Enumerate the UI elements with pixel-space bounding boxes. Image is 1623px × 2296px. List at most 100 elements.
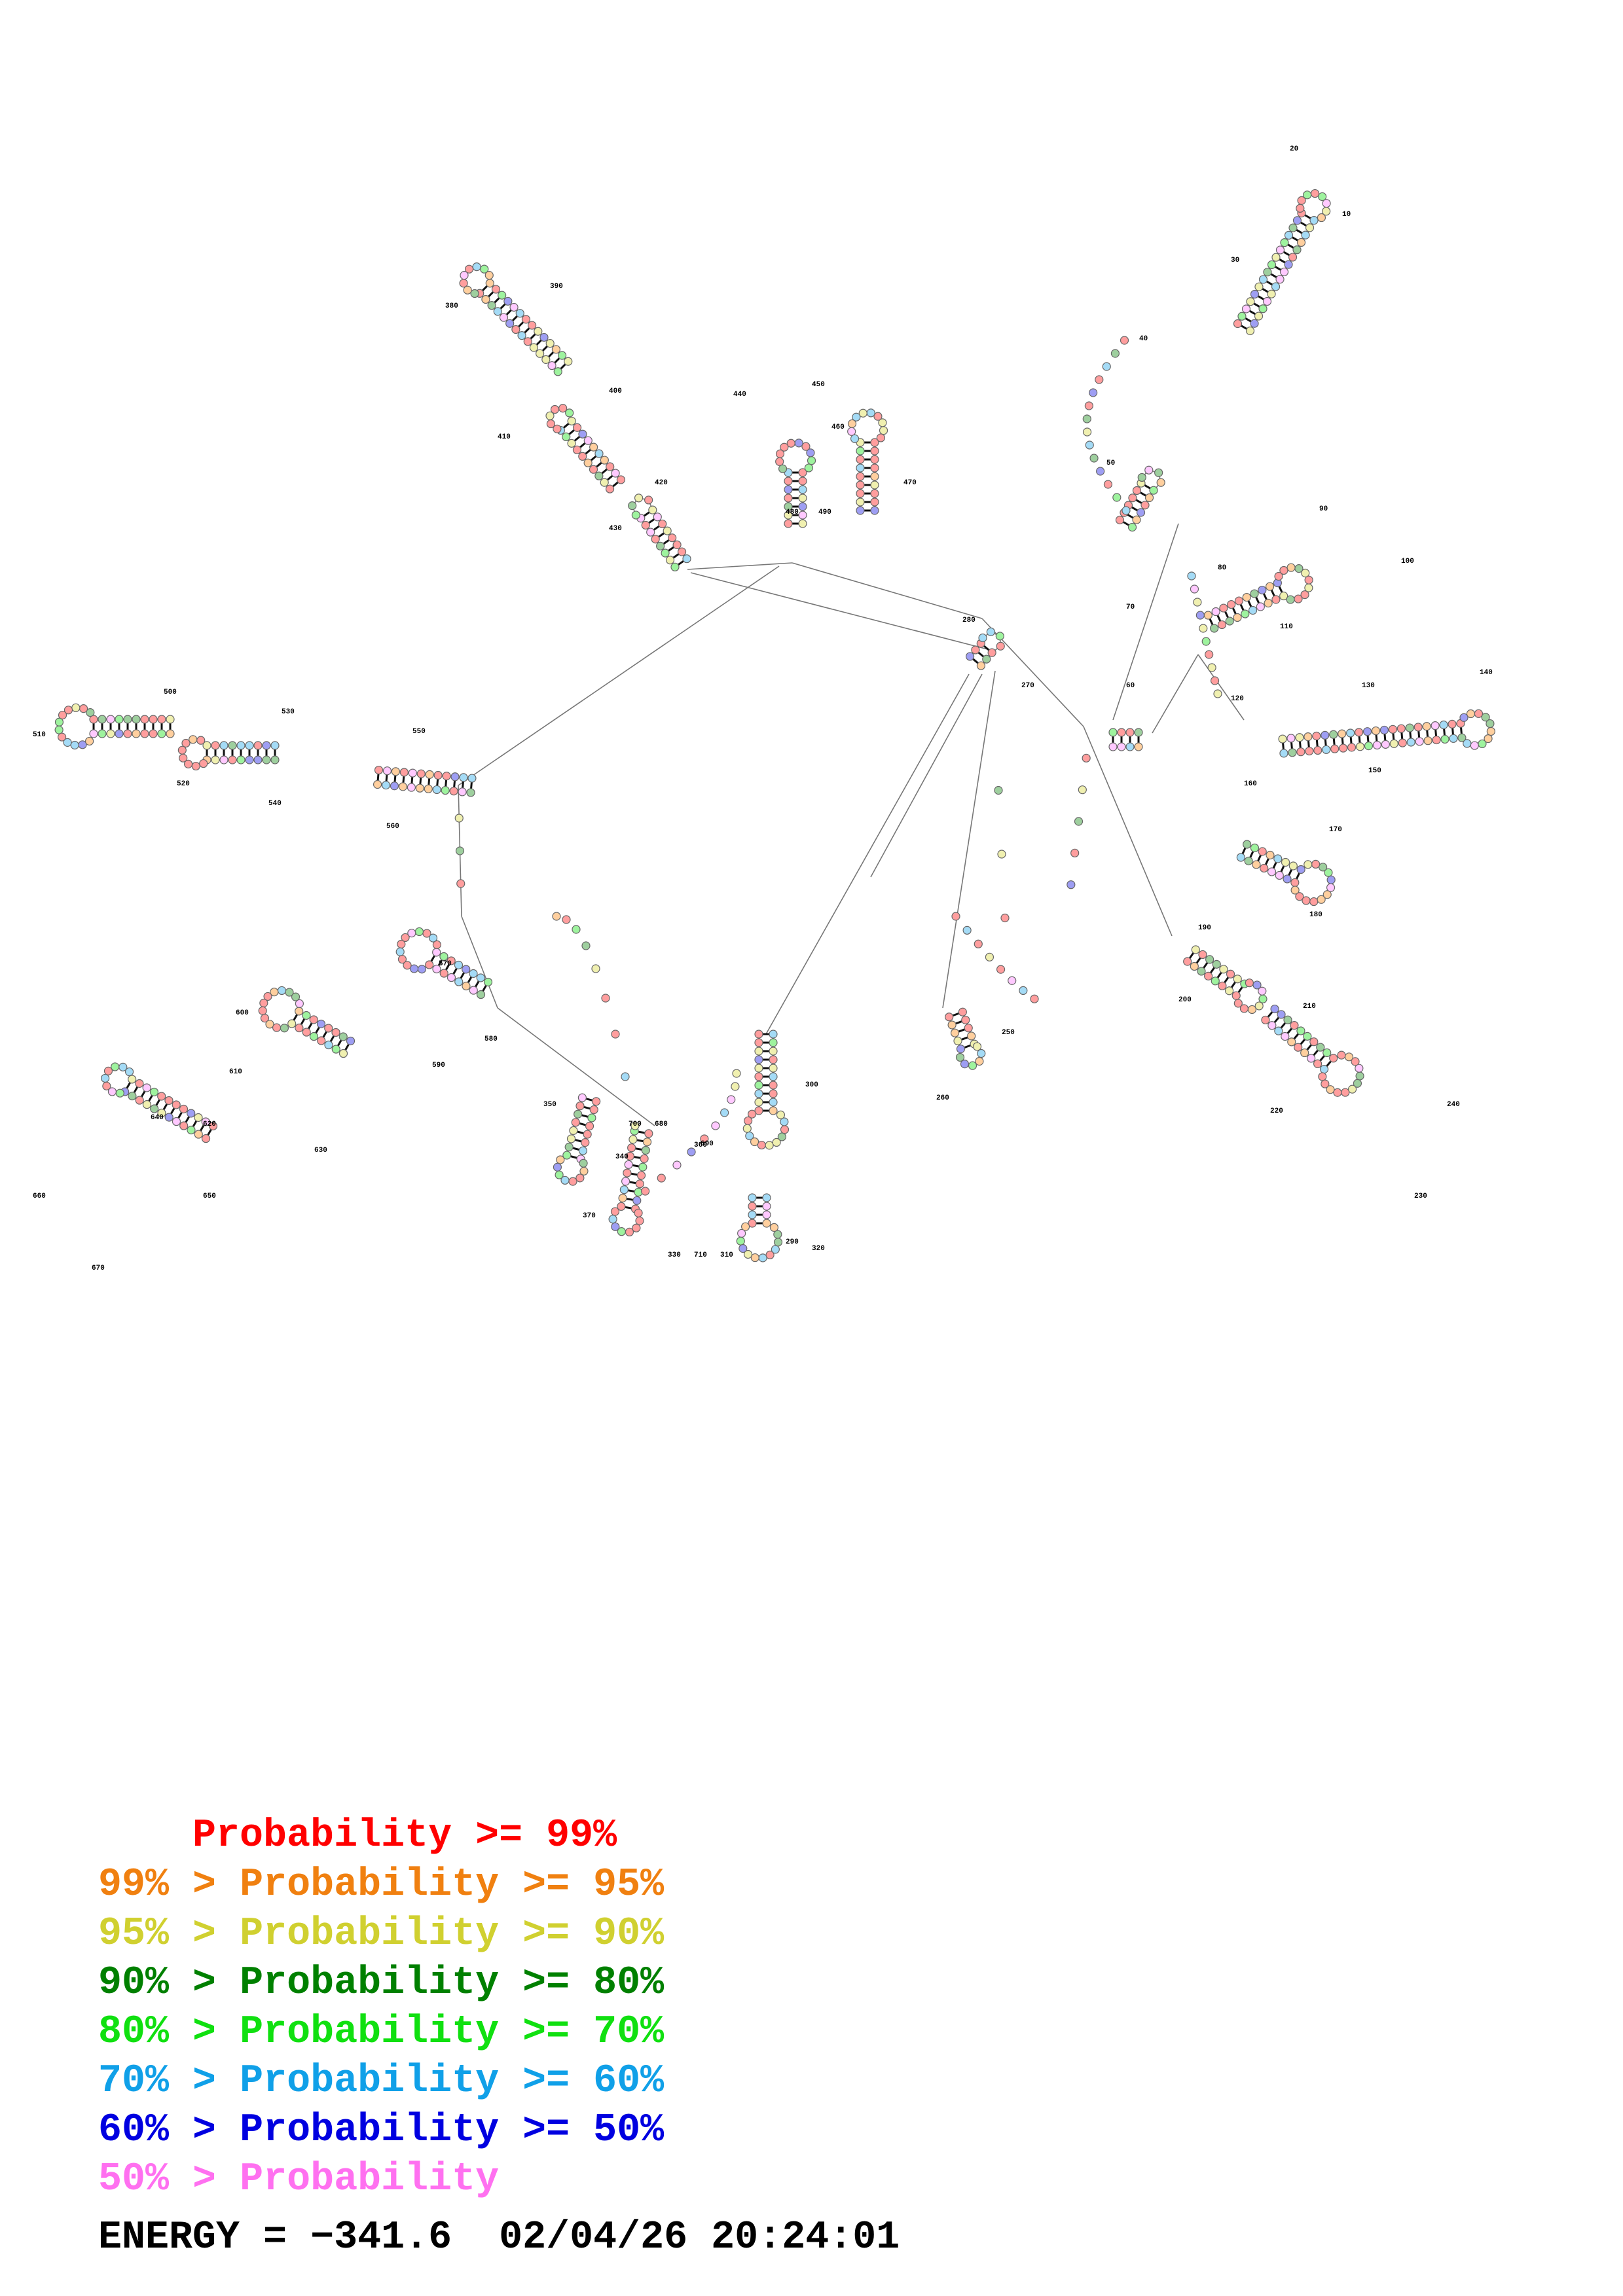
nucleotide (64, 706, 73, 715)
position-label: 660 (33, 1193, 46, 1200)
nucleotide (493, 307, 502, 316)
nucleotide (741, 1222, 750, 1231)
nucleotide (856, 480, 865, 490)
nucleotide (1117, 742, 1126, 751)
nucleotide (1355, 1071, 1364, 1081)
position-label: 600 (236, 1009, 249, 1017)
legend-value: 90% (593, 1912, 665, 1956)
nucleotide (611, 1030, 620, 1039)
nucleotide (1212, 960, 1221, 969)
nucleotide (1199, 624, 1208, 633)
nucleotide (566, 1134, 576, 1143)
nucleotide (856, 446, 865, 456)
legend-row: 90% > Probability >= 80% (98, 1959, 664, 2008)
nucleotide (1132, 515, 1141, 524)
nucleotide (1085, 440, 1094, 450)
nucleotide (1204, 971, 1213, 980)
position-label: 190 (1198, 924, 1211, 932)
nucleotide (780, 1125, 790, 1134)
nucleotide (166, 715, 175, 724)
nucleotide (551, 345, 560, 354)
nucleotide (58, 710, 67, 720)
nucleotide (149, 715, 158, 724)
nucleotide (1227, 600, 1236, 609)
nucleotide (950, 1028, 960, 1037)
backbone-lines (58, 192, 1492, 1259)
nucleotide (967, 1031, 976, 1041)
nucleotide (1296, 865, 1305, 874)
nucleotide (1074, 817, 1084, 826)
nucleotide (769, 1072, 778, 1081)
nucleotide (1219, 965, 1228, 974)
probability-legend: Probability >= 99% 99% > Probability >= 9… (98, 1812, 664, 2204)
nucleotide (1322, 745, 1331, 754)
position-label: 640 (151, 1114, 164, 1122)
nucleotide (189, 735, 198, 744)
position-label: 470 (903, 479, 917, 487)
nucleotide (1347, 743, 1357, 752)
nucleotide (1313, 1059, 1322, 1068)
nucleotide (194, 1113, 203, 1122)
legend-op: >= (499, 1863, 594, 1907)
position-label: 560 (386, 823, 399, 831)
nucleotide (1078, 785, 1087, 795)
nucleotide (1326, 875, 1336, 884)
nucleotide (870, 497, 879, 507)
nucleotide (1252, 860, 1261, 869)
legend-row: Probability >= 99% (98, 1812, 664, 1861)
energy-value: −341.6 (310, 2215, 452, 2260)
nucleotide (1132, 486, 1142, 495)
nucleotide (961, 1015, 970, 1025)
nucleotide (157, 1092, 166, 1101)
nucleotide (1233, 319, 1243, 329)
nucleotide (1000, 913, 1010, 923)
nucleotide (1321, 1079, 1330, 1088)
nucleotide (1252, 980, 1262, 990)
nucleotide (391, 767, 401, 776)
nucleotide (617, 1202, 626, 1211)
nucleotide (1258, 275, 1268, 284)
nucleotide (1243, 840, 1252, 849)
nucleotide (1303, 1031, 1312, 1041)
nucleotide (166, 729, 175, 738)
nucleotide (994, 785, 1003, 795)
nucleotide (1296, 238, 1306, 247)
nucleotide (687, 1147, 696, 1157)
nucleotide (1218, 981, 1227, 990)
nucleotide (1256, 602, 1265, 611)
nucleotide (287, 1019, 297, 1028)
nucleotide (870, 446, 879, 456)
nucleotide (1286, 595, 1295, 604)
nucleotide (228, 755, 237, 764)
nucleotide (801, 442, 811, 451)
nucleotide (798, 493, 807, 503)
nucleotide (106, 729, 115, 738)
nucleotide (1205, 955, 1214, 964)
nucleotide (447, 956, 456, 965)
nucleotide (107, 1087, 117, 1096)
nucleotide (611, 1222, 620, 1231)
nucleotide (258, 1006, 267, 1015)
nucleotide (295, 1023, 304, 1033)
nucleotide (439, 952, 448, 961)
nucleotide (754, 1055, 763, 1064)
nucleotide (870, 480, 879, 490)
legend-value: 50% (593, 2108, 665, 2153)
nucleotide (1187, 571, 1196, 581)
nucleotide (1195, 611, 1205, 620)
nucleotide (1302, 896, 1311, 905)
nucleotide (975, 1056, 984, 1066)
nucleotide (1346, 728, 1355, 738)
nucleotide (656, 541, 665, 550)
nucleotide (1120, 336, 1129, 345)
nucleotide (1250, 843, 1260, 853)
nucleotide (996, 965, 1006, 974)
nucleotide (1191, 945, 1200, 954)
nucleotide (142, 1083, 151, 1092)
timestamp: 02/04/26 20:24:01 (499, 2215, 900, 2260)
nucleotide (553, 367, 562, 376)
nucleotide (441, 785, 450, 795)
nucleotide (1290, 1021, 1299, 1030)
nucleotide (601, 994, 610, 1003)
nucleotide (878, 418, 887, 427)
